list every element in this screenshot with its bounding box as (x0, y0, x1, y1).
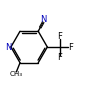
Text: F: F (68, 42, 73, 52)
Text: F: F (57, 32, 62, 41)
Text: N: N (5, 42, 11, 52)
Text: CH₃: CH₃ (10, 71, 23, 77)
Text: F: F (57, 53, 62, 62)
Text: N: N (40, 15, 47, 24)
